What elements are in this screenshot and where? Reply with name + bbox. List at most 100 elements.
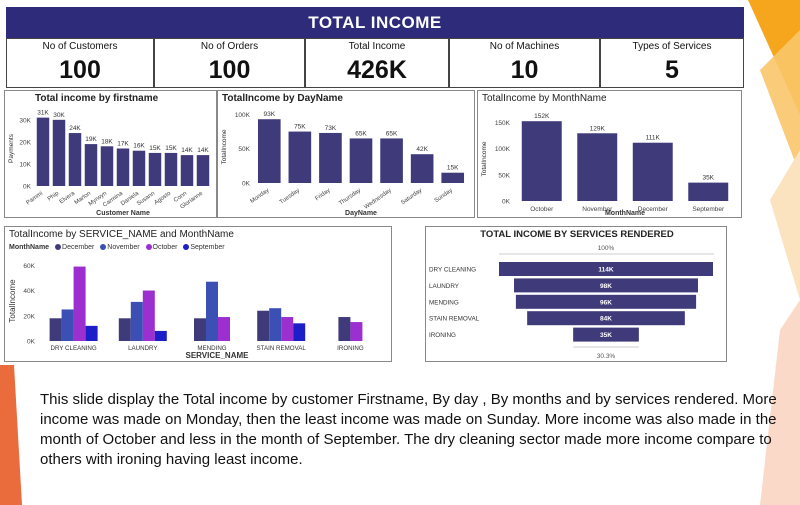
bar-november (577, 133, 618, 201)
chart-title: TotalIncome by DayName (222, 93, 343, 104)
kpi-card-machines[interactable]: No of Machines 10 (449, 38, 600, 88)
kpi-card-orders[interactable]: No of Orders 100 (154, 38, 305, 88)
y-axis-label: TotalIncome (481, 141, 488, 176)
funnel-bar-ironing (573, 327, 639, 342)
bar-september (688, 182, 729, 201)
legend-item-september[interactable]: September (183, 244, 225, 251)
data-label: 15K (149, 145, 161, 152)
bar-december (49, 318, 62, 341)
chart-title: Total income by firstname (35, 93, 159, 104)
bar-conn (180, 155, 194, 186)
chart-svg: 100% 114K DRY CLEANING 98K LAUNDRY 96K MENDING… (429, 245, 714, 360)
data-label: 114K (598, 267, 613, 274)
x-tick-label: November (582, 206, 613, 213)
bar-october (218, 317, 230, 341)
x-tick-label: Sunday (434, 188, 454, 205)
y-axis-label: TotalIncome (8, 279, 17, 323)
bar-thursday (349, 138, 373, 183)
x-tick-label: Monday (249, 188, 270, 205)
x-tick-label: Susann (136, 191, 156, 208)
bar-wednesday (380, 138, 403, 183)
bar-glorianne (196, 155, 210, 186)
chart-title: TotalIncome by SERVICE_NAME and MonthNam… (9, 229, 234, 240)
legend-label: September (190, 244, 225, 251)
x-axis-label: DayName (345, 210, 377, 217)
data-label: 93K (263, 111, 275, 118)
x-tick-label: DRY CLEANING (50, 345, 96, 352)
kpi-card-customers[interactable]: No of Customers 100 (6, 38, 154, 88)
bar-november (130, 301, 143, 341)
legend-item-november[interactable]: November (100, 244, 140, 251)
bar-december (338, 317, 351, 341)
x-tick-label: October (530, 206, 554, 213)
data-label: 15K (165, 145, 177, 152)
bar-susann (148, 152, 162, 186)
funnel-bar-laundry (514, 278, 698, 293)
chart-income-by-services-funnel[interactable]: TOTAL INCOME BY SERVICES RENDERED 100% 11… (425, 226, 727, 362)
y-tick-label: 100K (495, 146, 511, 153)
bar-december (632, 142, 673, 201)
chart-svg: 0K 20K 40K 60K DRY CLEANING LAUNDRY MENDING STA… (8, 263, 364, 360)
x-axis-label: Customer Name (96, 210, 150, 217)
y-axis-label: Payments (8, 133, 15, 163)
legend-label: December (62, 244, 95, 251)
data-label: 14K (181, 147, 193, 154)
data-label: 84K (600, 316, 612, 323)
funnel-category-label: LAUNDRY (429, 283, 460, 290)
x-tick-label: Thursday (338, 188, 362, 207)
bar-december (194, 318, 206, 341)
data-label: 14K (197, 147, 209, 154)
bar-marlon (84, 144, 98, 186)
bar-october (73, 266, 86, 341)
x-tick-label: September (692, 206, 725, 213)
x-axis-label: MonthName (605, 210, 645, 217)
funnel-category-label: STAIN REMOVAL (429, 316, 480, 323)
y-tick-label: 50K (238, 146, 250, 153)
kpi-value: 426K (347, 56, 407, 84)
funnel-top-percent: 100% (598, 245, 615, 252)
bar-november (206, 281, 218, 341)
y-tick-label: 0K (242, 181, 251, 188)
bar-saturday (410, 154, 434, 183)
bar-september (85, 325, 98, 341)
chart-income-by-month[interactable]: TotalIncome by MonthName 0K 50K 100K 150K 15… (477, 90, 742, 218)
data-label: 111K (646, 135, 661, 142)
legend-item-december[interactable]: December (55, 244, 94, 251)
funnel-bottom-percent: 30.3% (597, 353, 616, 360)
legend-label: October (152, 244, 178, 251)
kpi-label: Total Income (348, 41, 406, 52)
y-tick-label: 0K (27, 339, 36, 346)
y-tick-label: 30K (19, 117, 31, 124)
bar-december (118, 318, 131, 341)
kpi-card-service-types[interactable]: Types of Services 5 (600, 38, 744, 88)
bar-agosto (164, 152, 178, 186)
y-tick-label: 100K (235, 112, 251, 119)
chart-income-by-firstname[interactable]: Total income by firstname 0K 10K 20K 30K 31K… (4, 90, 217, 218)
funnel-category-label: MENDING (429, 299, 459, 306)
chart-title: TOTAL INCOME BY SERVICES RENDERED (480, 229, 674, 240)
bar-daniela (132, 150, 146, 186)
slide-caption: This slide display the Total income by c… (40, 391, 777, 468)
x-tick-label: Wednesday (363, 188, 392, 211)
chart-income-by-day[interactable]: TotalIncome by DayName 0K 50K 100K 93K Monda… (217, 90, 475, 218)
kpi-card-total-income[interactable]: Total Income 426K (305, 38, 449, 88)
bar-elvera (68, 133, 82, 186)
x-tick-label: Tuesday (279, 188, 301, 206)
data-label: 42K (416, 146, 428, 153)
kpi-value: 5 (665, 56, 679, 84)
y-tick-label: 20K (19, 139, 31, 146)
data-label: 65K (355, 130, 367, 137)
legend-item-october[interactable]: October (145, 244, 178, 251)
x-tick-label: IRONING (337, 345, 364, 352)
bar-september (154, 330, 167, 341)
data-label: 15K (447, 165, 459, 172)
kpi-value: 10 (510, 56, 539, 84)
chart-income-by-service-month[interactable]: TotalIncome by SERVICE_NAME and MonthNam… (4, 226, 392, 362)
bar-sunday (441, 172, 465, 183)
chart-svg: 0K10K20K30K31KPammi30KPhip24KElvera19KMa… (8, 110, 210, 217)
chart-title: TotalIncome by MonthName (482, 93, 607, 104)
funnel-bar-dry-cleaning (499, 262, 713, 276)
bar-november (269, 308, 282, 341)
